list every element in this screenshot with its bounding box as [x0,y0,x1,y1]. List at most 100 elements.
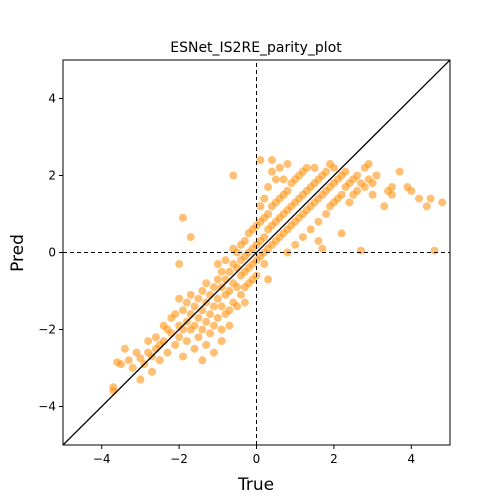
data-point [217,337,226,346]
data-point [120,344,129,353]
data-point [426,194,435,203]
data-point [171,310,180,319]
data-point [387,190,396,199]
data-point [368,179,377,188]
data-point [175,260,184,269]
x-axis-label: True [237,475,274,495]
data-point [341,167,350,176]
data-point [209,348,218,357]
data-point [422,202,431,211]
data-point [221,256,230,265]
data-point [175,294,184,303]
data-point [198,325,207,334]
x-tick-label: 0 [253,452,261,466]
data-point [306,225,315,234]
data-point [144,337,153,346]
data-point [337,229,346,238]
data-point [178,213,187,222]
data-point [438,198,447,207]
data-point [264,275,273,284]
data-point [322,167,331,176]
data-point [128,364,137,372]
data-point [353,186,362,195]
data-point [275,163,284,172]
data-point [291,240,300,249]
data-point [415,194,424,203]
data-point [372,171,381,180]
data-point [267,167,276,176]
y-axis-ticks: −4 −2 0 2 4 [38,92,63,414]
data-point [326,159,335,168]
data-point [194,294,203,303]
data-point [221,275,230,284]
scatter-points [109,156,447,396]
data-point [198,287,207,295]
x-axis-ticks: −4 −2 0 2 4 [93,445,415,466]
data-point [202,279,211,288]
data-point [213,275,222,284]
chart-title: ESNet_IS2RE_parity_plot [170,40,342,56]
data-point [298,233,307,242]
x-tick-label: 4 [407,452,415,466]
data-point [202,317,211,326]
data-point [167,329,176,338]
data-point [240,298,249,307]
reference-lines [63,60,450,445]
data-point [217,325,226,334]
data-point [302,163,311,172]
data-point [353,171,362,180]
data-point [198,306,207,315]
data-point [186,290,195,299]
data-point [124,356,133,365]
data-point [314,217,323,226]
data-point [186,233,195,242]
data-point [322,210,331,218]
y-tick-label: −4 [38,400,56,414]
data-point [190,344,199,353]
data-point [337,190,346,199]
y-tick-label: −2 [38,323,56,337]
data-point [233,302,242,311]
data-point [225,267,234,276]
data-point [178,306,187,315]
data-point [267,156,276,165]
data-point [217,267,226,276]
data-point [283,186,292,195]
data-point [345,198,354,207]
data-point [209,283,218,292]
data-point [233,283,242,292]
data-point [209,302,218,311]
data-point [225,287,234,295]
y-tick-label: 2 [48,169,56,183]
data-point [368,190,377,199]
data-point [229,171,238,180]
data-point [190,302,199,311]
data-point [279,175,288,184]
data-point [271,175,280,184]
data-point [198,356,207,365]
data-point [356,246,365,255]
data-point [237,290,246,299]
x-tick-label: 2 [330,452,338,466]
data-point [155,356,164,365]
data-point [206,310,215,319]
y-tick-label: 4 [48,92,56,106]
data-point [151,333,160,342]
data-point [233,263,242,272]
data-point [225,321,234,330]
data-point [380,202,389,211]
data-point [264,183,273,192]
data-point [136,354,145,363]
data-point [209,321,218,330]
data-point [182,298,191,307]
data-point [213,313,222,322]
data-point [190,321,199,330]
data-point [360,183,369,192]
data-point [364,159,373,168]
data-point [260,194,269,203]
data-point [182,337,191,346]
data-point [260,233,269,242]
data-point [148,367,157,376]
data-point [264,210,273,218]
data-point [217,302,226,311]
